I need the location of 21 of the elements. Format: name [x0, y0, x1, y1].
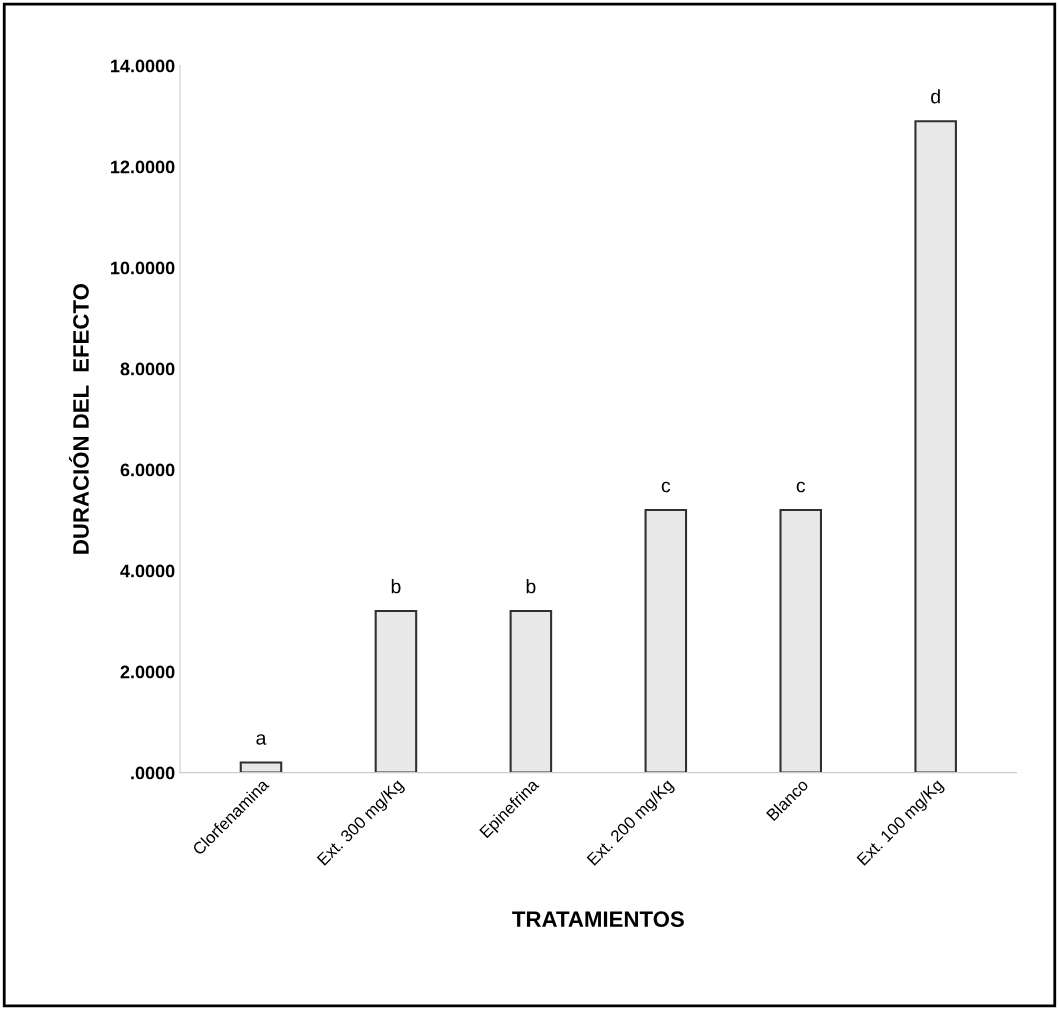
bar	[914, 120, 957, 773]
annotation: c	[796, 481, 806, 493]
y-tick-label: 12.0000	[111, 160, 175, 174]
bar	[779, 509, 823, 773]
annotation: c	[661, 481, 671, 493]
y-tick-label: 2.0000	[120, 665, 175, 679]
bar	[509, 610, 553, 773]
y-tick-label: 6.0000	[120, 463, 175, 477]
bar	[374, 610, 418, 773]
y-tick-label: .0000	[131, 766, 175, 780]
bar	[644, 509, 688, 773]
y-tick-label: 8.0000	[120, 362, 175, 376]
annotation: d	[931, 89, 940, 104]
x-axis-title: TRATAMIENTOS	[512, 911, 684, 928]
annotation: a	[256, 734, 267, 745]
annotation: b	[526, 579, 536, 594]
y-tick-label: 14.0000	[111, 59, 175, 73]
y-tick-label: 10.0000	[111, 261, 175, 275]
y-tick-label: 4.0000	[120, 564, 175, 578]
annotation: b	[391, 579, 401, 594]
y-axis-title: DURACIÓN DEL EFECTO	[68, 284, 89, 554]
